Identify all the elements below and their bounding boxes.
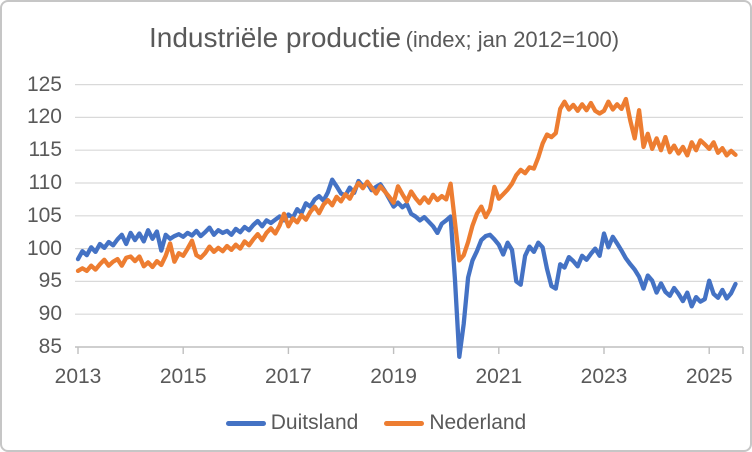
legend-label: Duitsland xyxy=(270,411,359,434)
chart-title-main: Industriële productie xyxy=(148,22,402,53)
y-axis-label: 95 xyxy=(38,269,62,293)
y-axis-label: 90 xyxy=(38,302,62,326)
chart-title-sub: (index; jan 2012=100) xyxy=(405,27,620,52)
chart-title: Industriële productie (index; jan 2012=1… xyxy=(18,22,750,54)
y-axis-label: 125 xyxy=(26,72,62,96)
y-axis-label: 105 xyxy=(26,203,62,227)
x-axis-label: 2017 xyxy=(265,365,312,388)
y-axis-label: 110 xyxy=(28,171,62,194)
nederland-series-line xyxy=(75,96,738,274)
legend-line-swatch xyxy=(384,420,425,426)
x-axis-label: 2025 xyxy=(685,365,733,388)
y-axis-label: 115 xyxy=(28,138,62,162)
y-axis-label: 120 xyxy=(26,105,62,129)
x-axis-label: 2021 xyxy=(475,365,523,388)
x-axis-label: 2013 xyxy=(54,365,102,388)
chart-legend: Duitsland Nederland xyxy=(2,410,750,436)
y-axis-label: 85 xyxy=(38,335,62,358)
duitsland-series-line xyxy=(75,177,738,359)
x-axis-label: 2019 xyxy=(370,365,417,388)
legend-item-nederland: Nederland xyxy=(384,410,526,436)
x-axis-label: 2015 xyxy=(159,365,207,388)
x-axis-label: 2023 xyxy=(580,365,628,388)
legend-label: Nederland xyxy=(429,411,527,434)
legend-item-duitsland: Duitsland xyxy=(225,410,359,436)
legend-line-swatch xyxy=(225,420,266,426)
y-axis-label: 100 xyxy=(26,236,62,260)
